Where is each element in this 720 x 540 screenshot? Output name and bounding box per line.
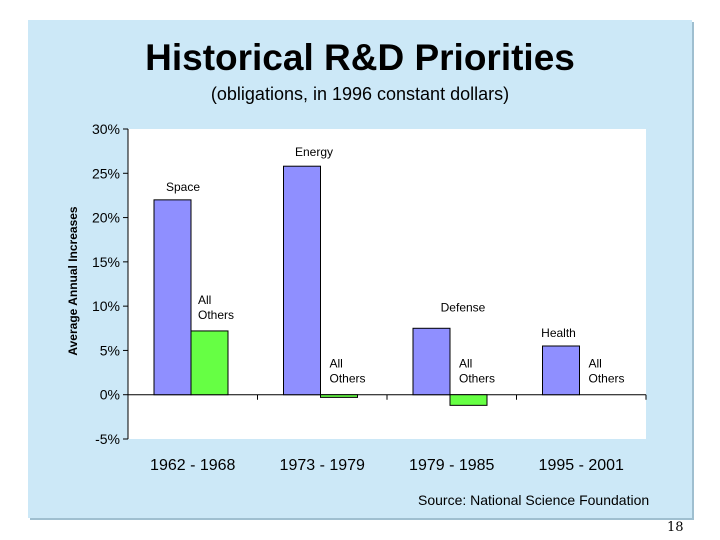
page-number: 18 <box>667 520 684 535</box>
priority-bar <box>542 345 580 396</box>
bar-label-line: Energy <box>295 145 333 159</box>
y-tick-label: 10% <box>92 298 120 314</box>
bar-label-line: Others <box>589 372 625 386</box>
bar-label-line: Others <box>330 372 366 386</box>
bar-label-line: Others <box>198 308 234 322</box>
priority-bar-label: Space <box>166 180 200 194</box>
all-others-bar-label: All Others <box>198 293 234 322</box>
y-tick-label: 20% <box>92 210 120 226</box>
labels: 1962 - 1968 1973 - 1979 1979 - 1985 1995 - … <box>150 145 624 474</box>
priority-bar-label: Health <box>541 326 576 340</box>
all-others-bar-label: All Others <box>589 357 625 386</box>
bar-label-line: Defense <box>441 300 486 314</box>
y-tick-label: 30% <box>92 121 120 137</box>
axes: -5% 0% 5% 10% 15% 20% 25% 30% <box>92 121 647 447</box>
chart-subtitle: (obligations, in 1996 constant dollars) <box>210 84 510 104</box>
chart-title: Historical R&D Priorities <box>145 37 575 78</box>
all-others-bar <box>449 394 488 406</box>
y-tick-label: 0% <box>100 387 120 403</box>
y-tick-label: -5% <box>95 431 120 447</box>
priority-bar <box>412 327 451 396</box>
priority-bar-label: Energy <box>295 145 333 159</box>
category-label: 1973 - 1979 <box>280 457 366 474</box>
category-label: 1995 - 2001 <box>539 457 625 474</box>
y-axis-title: Average Annual Increases <box>66 206 80 356</box>
y-tick-label: 25% <box>92 165 120 181</box>
y-tick-label: 15% <box>92 254 120 270</box>
bar-label-line: All <box>589 357 602 371</box>
priority-bar-label: Defense <box>441 300 486 314</box>
bar-label-line: Others <box>459 372 495 386</box>
all-others-bar <box>320 394 358 398</box>
bar-label-line: All <box>198 293 211 307</box>
bar-label-line: Health <box>541 326 576 340</box>
bars <box>153 165 580 406</box>
bar-label-line: Space <box>166 180 200 194</box>
priority-bar <box>283 165 321 396</box>
source-note: Source: National Science Foundation <box>418 492 650 508</box>
category-label: 1979 - 1985 <box>409 457 495 474</box>
all-others-bar <box>190 330 229 396</box>
bar-label-line: All <box>459 357 472 371</box>
category-label: 1962 - 1968 <box>150 457 236 474</box>
priority-bar <box>153 199 192 396</box>
all-others-bar-label: All Others <box>459 357 495 386</box>
y-tick-label: 5% <box>100 342 120 358</box>
bar-label-line: All <box>330 357 343 371</box>
all-others-bar-label: All Others <box>330 357 366 386</box>
